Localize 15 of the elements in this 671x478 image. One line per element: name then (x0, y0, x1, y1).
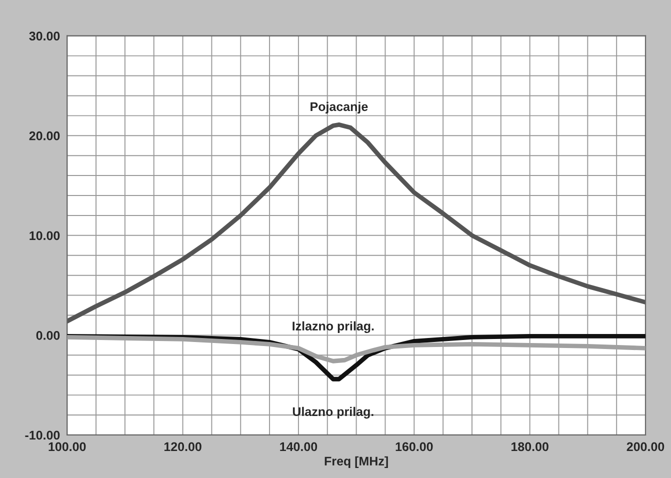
x-tick-label: 180.00 (511, 442, 548, 452)
x-axis-title: Freq [MHz] (324, 456, 388, 468)
y-tick-label: 10.00 (30, 231, 60, 240)
series-label: Izlazno prilag. (292, 321, 374, 334)
text: Ulazno prilag. (292, 406, 374, 419)
x-tick-label: 200.00 (626, 442, 664, 452)
y-tick-label: 20.00 (29, 131, 60, 140)
x-tick-label: 100.00 (48, 442, 86, 452)
series-label: Pojacanje (310, 102, 368, 114)
x-tick-label: 120.00 (164, 442, 202, 452)
x-tick-label: 140.00 (280, 442, 318, 452)
y-tick-label: 0.00 (36, 331, 60, 340)
x-tick-label: 160.00 (396, 442, 433, 452)
y-tick-label: 30.00 (29, 32, 60, 41)
y-tick-label: -10.00 (25, 430, 60, 440)
